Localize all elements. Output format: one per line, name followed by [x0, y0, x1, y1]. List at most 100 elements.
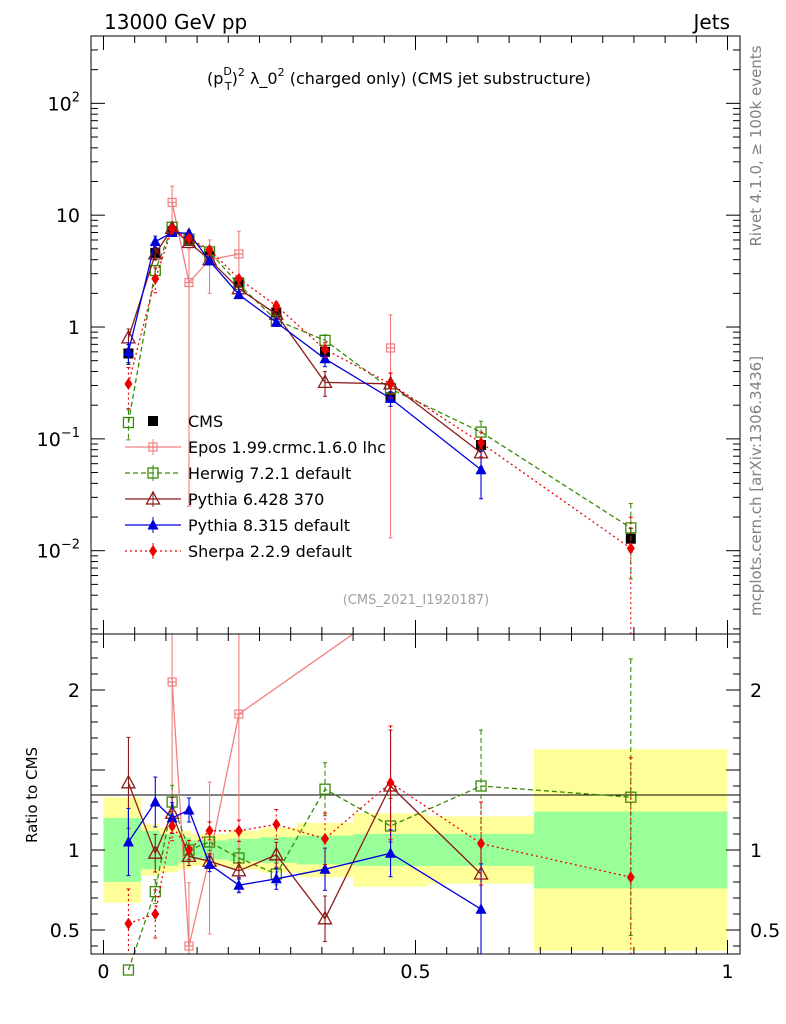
- series-line: [127, 228, 632, 549]
- legend-marker-cross: [149, 443, 157, 451]
- data-point: [151, 272, 160, 285]
- title-part: 2: [278, 66, 285, 79]
- mcplots-url-label: mcplots.cern.ch [arXiv:1306.3436]: [747, 356, 765, 616]
- data-point: [204, 254, 216, 266]
- main-series-layer: [120, 185, 637, 635]
- data-point: [233, 288, 245, 300]
- series-line: [127, 227, 482, 454]
- header-energy-label: 13000 GeV pp: [104, 10, 247, 34]
- data-point: [205, 824, 214, 837]
- data-point: [149, 235, 161, 247]
- data-point: [475, 903, 487, 914]
- ratio-y-tick-label: 1: [750, 840, 762, 862]
- series-line: [171, 681, 240, 947]
- y-tick-label: 1: [68, 317, 80, 339]
- data-point: [122, 345, 134, 357]
- main-axes-layer: 10−2 10−1 1 10 102: [37, 35, 740, 634]
- data-point: [626, 542, 635, 555]
- series-line: [127, 782, 482, 921]
- title-part: D: [223, 65, 231, 78]
- data-point: [204, 858, 216, 869]
- data-point: [270, 316, 282, 327]
- ratio-axes-layer: 0 0.5 1 0.5 0.5 1 1 2 2: [50, 634, 780, 983]
- band-inner: [228, 838, 260, 862]
- ratio-y-tick-label: 2: [68, 680, 80, 702]
- title-part: T: [224, 80, 232, 93]
- band-inner: [103, 818, 141, 882]
- ratio-panel: 0 0.5 1 0.5 0.5 1 1 2 2 Ratio to CMS: [23, 633, 780, 983]
- legend-marker: [149, 545, 157, 557]
- data-point-cross: [234, 249, 243, 258]
- legend-marker: [148, 416, 158, 426]
- data-point: [124, 377, 133, 390]
- legend-marker: [145, 490, 161, 505]
- legend-label: Pythia 6.428 370: [188, 490, 324, 509]
- legend: CMS Epos 1.99.crmc.1.6.0 lhc Herwig 7.2.1 …: [125, 412, 386, 561]
- legend-marker: [147, 519, 159, 530]
- data-point: [231, 862, 247, 877]
- data-point-cross: [168, 678, 177, 686]
- ratio-y-tick-label: 0.5: [750, 920, 780, 942]
- data-point-cross: [234, 710, 243, 718]
- data-point: [184, 844, 193, 856]
- legend-marker: [147, 467, 159, 479]
- data-point: [151, 908, 160, 920]
- legend-label: Herwig 7.2.1 default: [188, 464, 351, 483]
- title-part: ): [232, 69, 238, 88]
- ratio-series-layer: [120, 633, 637, 976]
- data-point: [477, 837, 486, 850]
- data-point: [321, 343, 330, 356]
- data-point: [234, 824, 243, 837]
- x-tick-label: 0.5: [400, 961, 430, 983]
- rivet-version-label: Rivet 4.1.0, ≥ 100k events: [747, 45, 765, 246]
- data-point: [317, 910, 333, 925]
- header-process-label: Jets: [692, 10, 730, 34]
- data-point: [272, 818, 281, 831]
- series-line: [238, 633, 354, 715]
- y-tick-label: 102: [48, 90, 80, 115]
- data-point: [184, 232, 193, 245]
- ratio-y-tick-label: 0.5: [50, 920, 80, 942]
- data-point: [205, 243, 214, 256]
- data-point: [626, 871, 635, 884]
- data-point: [124, 917, 133, 930]
- ratio-y-tick-label: 1: [68, 840, 80, 862]
- data-point: [319, 863, 331, 874]
- data-point: [319, 352, 331, 364]
- series-line: [171, 202, 240, 284]
- data-point-cross: [184, 942, 193, 950]
- data-point: [319, 783, 331, 795]
- legend-label: Epos 1.99.crmc.1.6.0 lhc: [188, 438, 386, 457]
- data-point: [168, 223, 177, 236]
- x-tick-label: 1: [721, 961, 733, 983]
- data-point: [386, 377, 395, 390]
- data-point-cross: [386, 343, 395, 352]
- chart-title: (pD T)2 λ_02 (charged only) (CMS jet subs…: [207, 65, 591, 93]
- data-point: [272, 299, 281, 312]
- data-point: [477, 436, 486, 449]
- data-point: [321, 832, 330, 845]
- ratio-frame: [90, 633, 741, 955]
- analysis-label: (CMS_2021_I1920187): [343, 593, 490, 608]
- data-point: [625, 791, 637, 803]
- data-point: [317, 374, 333, 389]
- y-tick-label: 10−1: [37, 426, 80, 451]
- band-inner: [159, 834, 179, 866]
- data-point-cross: [184, 278, 193, 287]
- data-point: [181, 234, 197, 249]
- data-point: [234, 272, 243, 285]
- legend-label: Sherpa 2.2.9 default: [188, 542, 352, 561]
- title-part: 2: [238, 66, 245, 79]
- legend-label: CMS: [188, 412, 223, 431]
- data-point: [386, 776, 395, 789]
- title-part: (charged only) (CMS jet substructure): [285, 69, 591, 88]
- title-part: (p: [207, 69, 223, 88]
- ratio-bands-layer: [103, 749, 728, 951]
- legend-label: Pythia 8.315 default: [188, 516, 350, 535]
- data-point-cross: [168, 198, 177, 207]
- data-point: [475, 780, 487, 792]
- data-point: [475, 463, 487, 475]
- data-point: [168, 820, 177, 832]
